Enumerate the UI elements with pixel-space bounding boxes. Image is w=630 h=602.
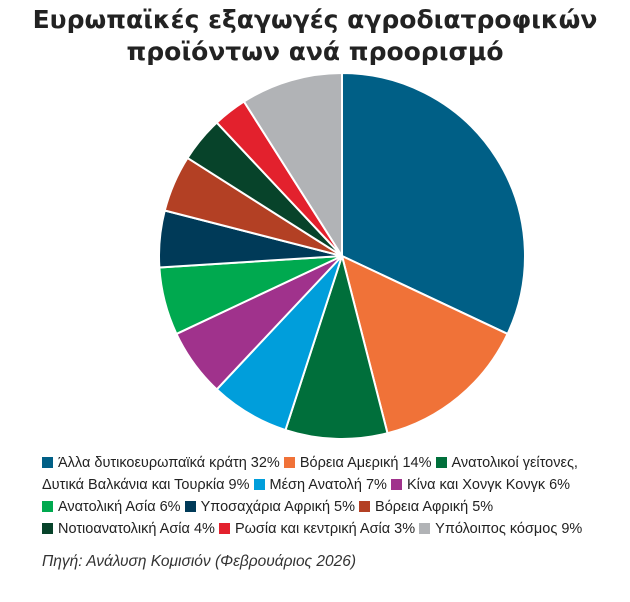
pie-slice-1	[341, 72, 526, 335]
legend-item-11: Υπόλοιπος κόσμος 9%	[419, 521, 582, 537]
legend-swatch-2	[283, 457, 295, 468]
legend-label-10: Ρωσία και κεντρική Ασία 3%	[234, 521, 416, 537]
legend-label-11: Υπόλοιπος κόσμος 9%	[435, 521, 583, 537]
legend-label-3: Ανατολικοί γείτονες, Δυτικά Βαλκάνια και…	[42, 455, 578, 493]
legend-swatch-1	[42, 457, 53, 468]
legend-item-7: Υποσαχάρια Αφρική 5%	[184, 499, 356, 515]
source-note: Πηγή: Ανάλυση Κομισιόν (Φεβρουάριος 2026…	[42, 553, 357, 570]
legend-item-8: Βόρεια Αφρική 5%	[359, 499, 493, 515]
chart-title: Ευρωπαϊκές εξαγωγές αγροδιατροφικών προϊ…	[0, 4, 630, 68]
legend-swatch-11	[419, 523, 431, 534]
legend-label-7: Υποσαχάρια Αφρική 5%	[200, 499, 356, 515]
legend-item-2: Βόρεια Αμερική 14%	[283, 455, 432, 471]
legend-label-4: Μέση Ανατολή 7%	[269, 477, 387, 493]
legend-swatch-9	[42, 523, 53, 534]
legend-swatch-6	[42, 501, 53, 512]
legend-item-1: Άλλα δυτικοευρωπαϊκά κράτη 32%	[42, 455, 280, 471]
legend-label-5: Κίνα και Χονγκ Κονγκ 6%	[406, 477, 571, 493]
legend-item-5: Κίνα και Χονγκ Κονγκ 6%	[390, 477, 571, 493]
legend-item-4: Μέση Ανατολή 7%	[253, 477, 387, 493]
chart-title-line-2: προϊόντων ανά προορισμό	[126, 37, 504, 66]
legend-item-6: Ανατολική Ασία 6%	[42, 499, 181, 515]
legend-swatch-5	[390, 479, 402, 490]
chart-title-line-1: Ευρωπαϊκές εξαγωγές αγροδιατροφικών	[32, 5, 598, 34]
legend-swatch-3	[435, 457, 447, 468]
legend-label-8: Βόρεια Αφρική 5%	[375, 499, 494, 515]
legend-swatch-7	[184, 501, 196, 512]
legend-label-6: Ανατολική Ασία 6%	[58, 499, 181, 515]
legend-label-1: Άλλα δυτικοευρωπαϊκά κράτη 32%	[58, 455, 280, 471]
legend-swatch-8	[359, 501, 371, 512]
legend-item-10: Ρωσία και κεντρική Ασία 3%	[218, 521, 416, 537]
chart-legend: Άλλα δυτικοευρωπαϊκά κράτη 32% Βόρεια Αμ…	[42, 452, 622, 540]
legend-label-2: Βόρεια Αμερική 14%	[299, 455, 432, 471]
legend-item-9: Νοτιοανατολική Ασία 4%	[42, 521, 215, 537]
legend-swatch-4	[253, 479, 265, 490]
legend-swatch-10	[218, 523, 230, 534]
pie-slice-3	[284, 255, 389, 440]
legend-item-3: Ανατολικοί γείτονες, Δυτικά Βαλκάνια και…	[42, 455, 578, 493]
legend-label-9: Νοτιοανατολική Ασία 4%	[58, 521, 215, 537]
pie-slice-2	[341, 255, 509, 435]
pie-slice-11	[242, 72, 343, 257]
